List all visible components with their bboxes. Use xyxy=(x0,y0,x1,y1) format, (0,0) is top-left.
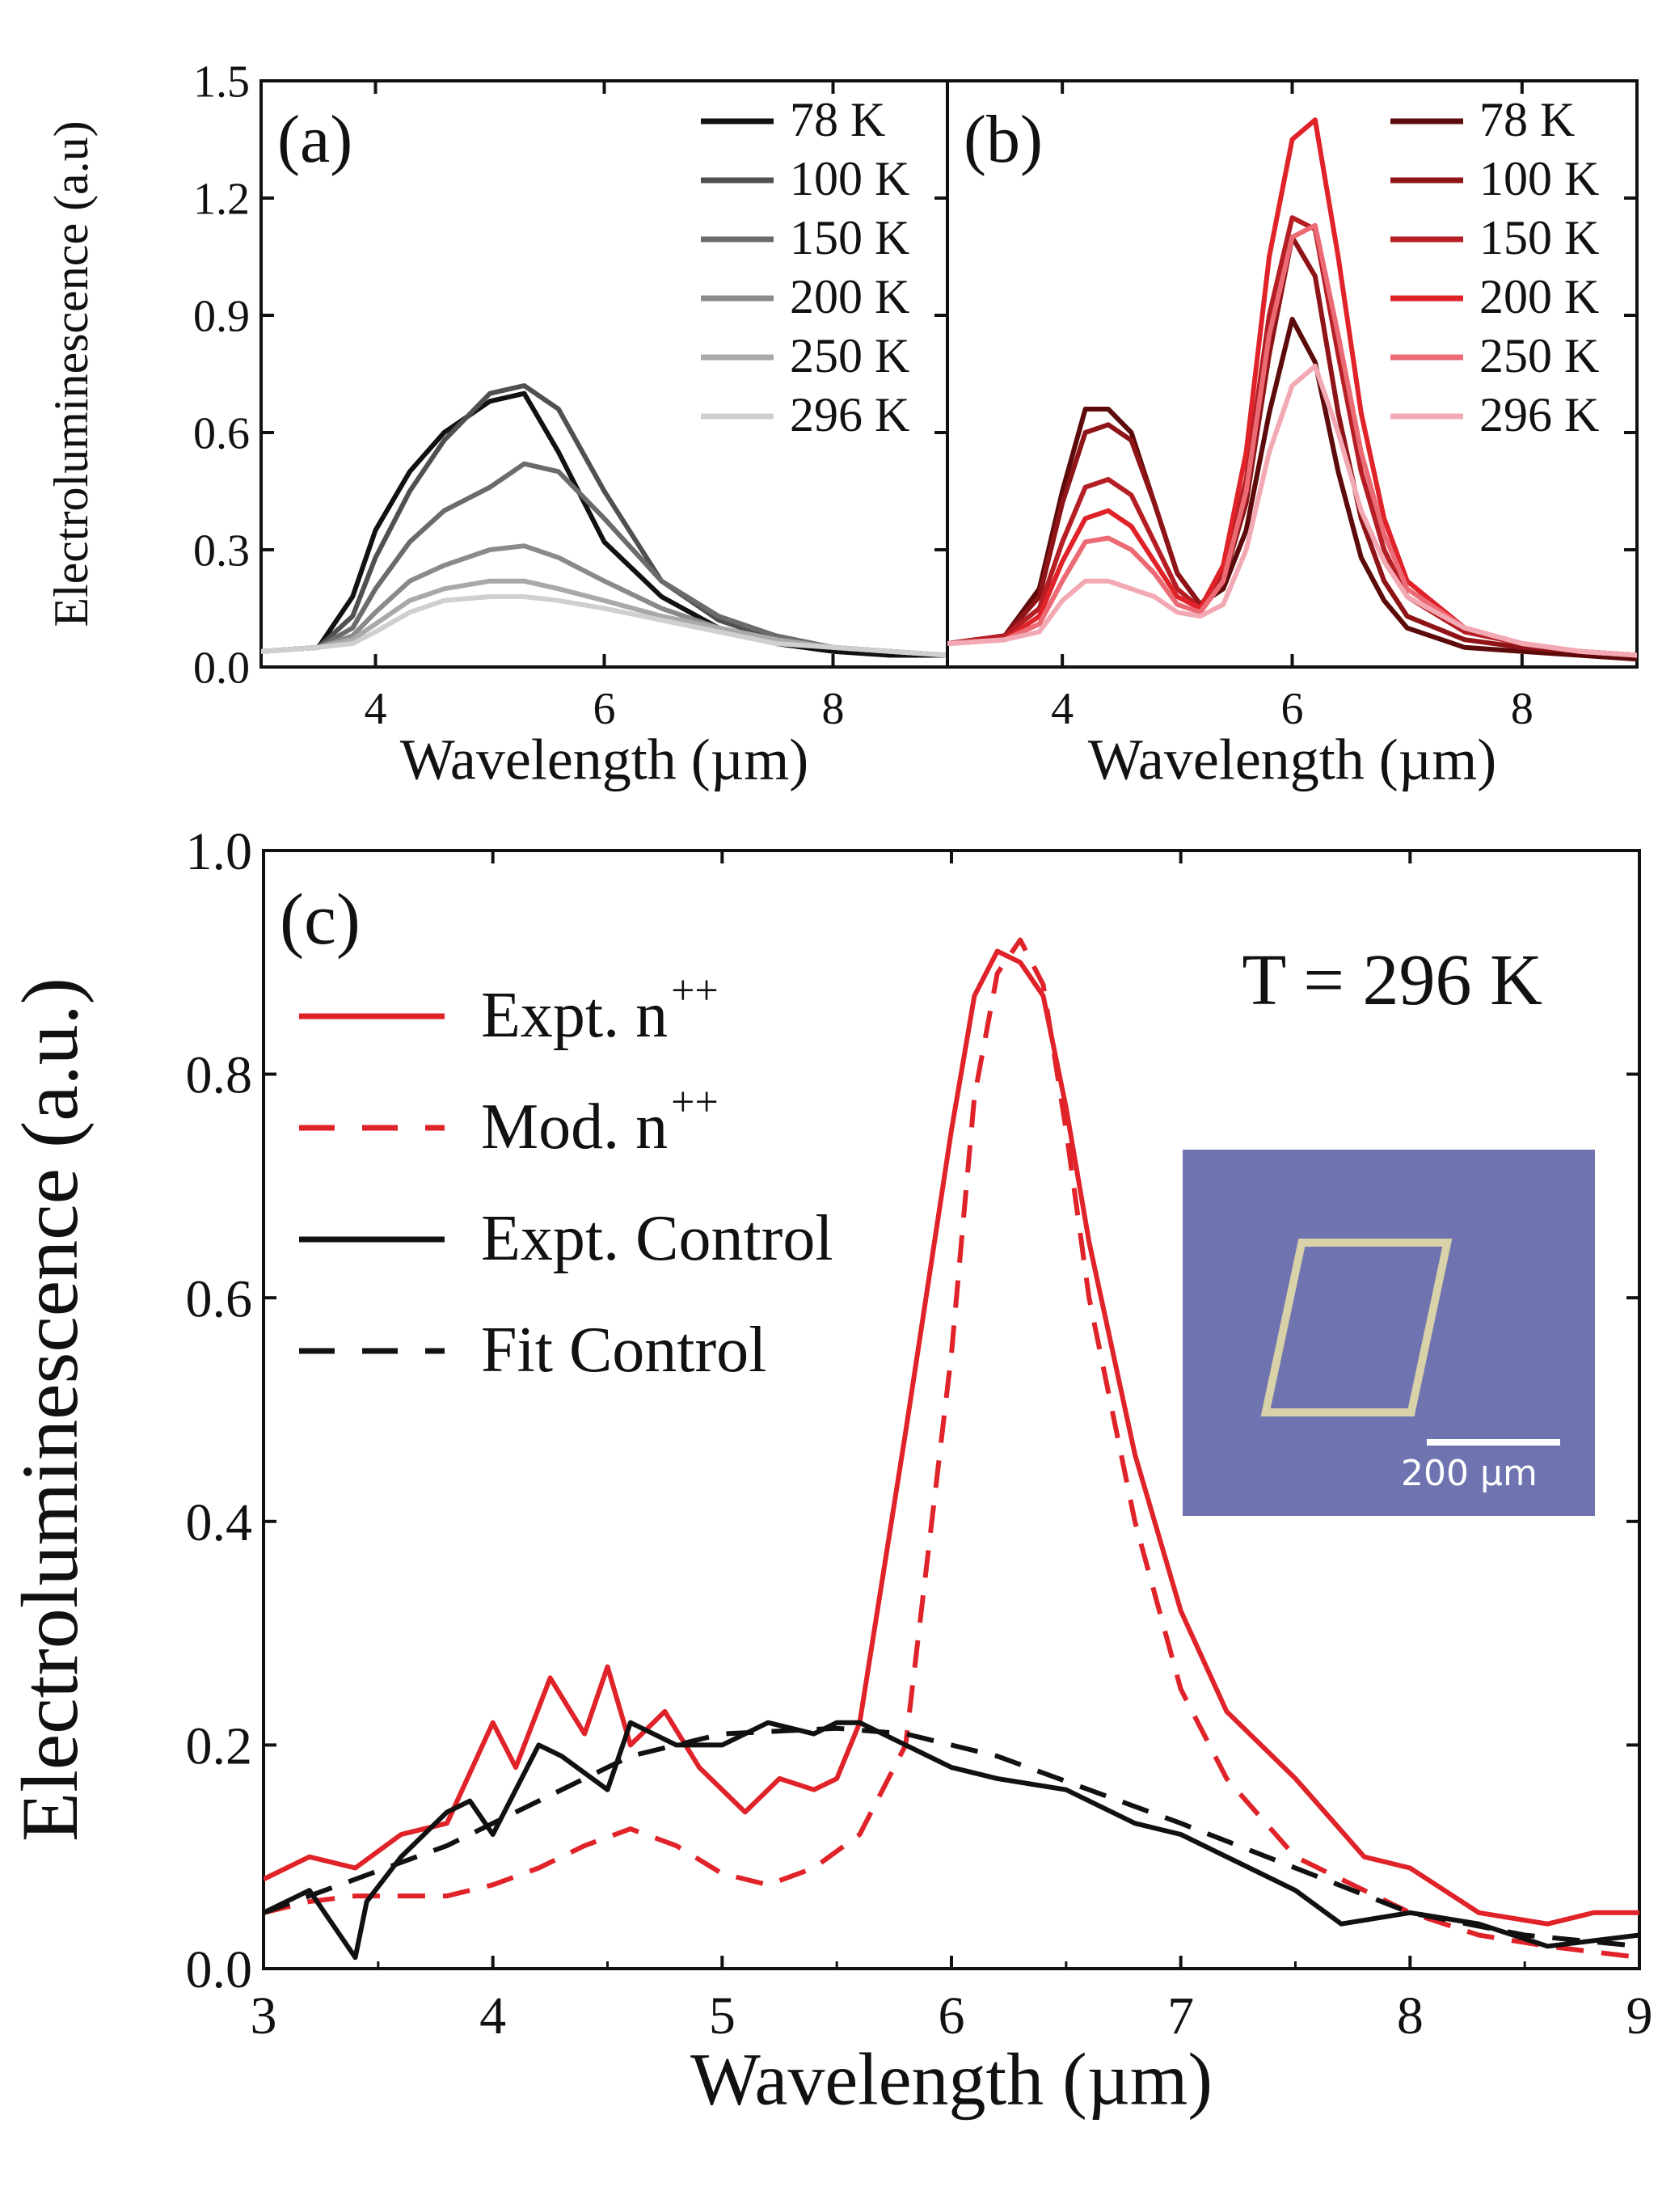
series-line-mod-n xyxy=(264,937,1639,1961)
legend-label: Expt. n xyxy=(481,980,668,1051)
scale-bar xyxy=(1427,1439,1560,1446)
panel-label: (a) xyxy=(277,102,352,177)
series-line-296-k xyxy=(947,363,1637,658)
series-line-200-k xyxy=(947,117,1637,658)
temperature-annotation: T = 296 K xyxy=(1242,940,1542,1020)
series-line-78-k xyxy=(947,316,1637,662)
series-line-100-k xyxy=(947,234,1637,658)
legend-label: 100 K xyxy=(790,152,909,205)
x-axis-label: Wavelength (µm) xyxy=(400,727,809,792)
x-tick-label: 3 xyxy=(251,1986,277,2045)
panel-b: 4 6 8 Wavelength (µm) (b) 78 K 100 K 150 K 200 K… xyxy=(946,79,1639,792)
panel-label: (b) xyxy=(964,102,1043,177)
sem-inset-image: 200 µm xyxy=(1183,1150,1595,1516)
x-tick-label: 8 xyxy=(822,684,845,734)
legend-superscript: ++ xyxy=(671,1079,719,1125)
x-tick-label: 7 xyxy=(1167,1986,1194,2045)
device-pad xyxy=(1260,1239,1453,1416)
legend-superscript: ++ xyxy=(671,968,719,1014)
y-tick-label: 0.0 xyxy=(186,1940,253,1999)
series-line-expt-control xyxy=(264,1720,1639,1961)
y-tick-label: 0.6 xyxy=(193,409,250,459)
y-axis-label: Electroluminescence (a.u) xyxy=(44,120,98,627)
legend-label: 200 K xyxy=(1479,270,1599,323)
legend-label: 150 K xyxy=(790,211,909,264)
y-tick-label: 0.6 xyxy=(186,1269,253,1328)
x-axis-label: Wavelength (µm) xyxy=(690,2037,1213,2120)
panel-c: 3 4 5 6 7 8 9 0.0 0.2 0.4 0.6 0.8 1.0 Wavelength (µm)… xyxy=(5,822,1653,2120)
y-tick-label: 0.9 xyxy=(193,292,250,342)
series-line-fit-control xyxy=(264,1725,1639,1949)
legend-label: 100 K xyxy=(1479,152,1599,205)
series-line-296-k xyxy=(261,594,947,658)
legend-label: 78 K xyxy=(1479,93,1575,146)
x-tick-label: 6 xyxy=(1281,684,1304,734)
x-tick-label: 9 xyxy=(1626,1986,1653,2045)
x-tick-label: 4 xyxy=(365,684,387,734)
legend-label: 150 K xyxy=(1479,211,1599,264)
legend-label: Mod. n xyxy=(481,1091,668,1163)
x-tick-label: 6 xyxy=(939,1986,965,2045)
y-tick-label: 1.5 xyxy=(193,57,250,108)
x-tick-label: 8 xyxy=(1511,684,1533,734)
x-tick-label: 4 xyxy=(479,1986,506,2045)
panel-a: 4 6 8 0.0 0.3 0.6 0.9 1.2 1.5 Wavelength (µm) Elec… xyxy=(44,57,949,792)
y-tick-label: 1.2 xyxy=(193,175,250,225)
legend-label: 78 K xyxy=(790,93,885,146)
x-tick-label: 5 xyxy=(709,1986,736,2045)
y-tick-label: 1.0 xyxy=(186,822,253,881)
x-tick-label: 6 xyxy=(593,684,616,734)
x-tick-label: 8 xyxy=(1397,1986,1424,2045)
y-tick-label: 0.3 xyxy=(193,526,250,576)
x-tick-label: 4 xyxy=(1051,684,1074,734)
y-tick-label: 0.0 xyxy=(193,644,250,694)
legend-label: 200 K xyxy=(790,270,909,323)
legend-label: Expt. Control xyxy=(481,1203,833,1274)
x-axis-label: Wavelength (µm) xyxy=(1088,727,1497,792)
y-axis-label: Electroluminescence (a.u.) xyxy=(5,977,95,1842)
y-tick-label: 0.2 xyxy=(186,1717,253,1776)
legend-label: 250 K xyxy=(790,329,909,382)
y-tick-label: 0.4 xyxy=(186,1493,253,1552)
legend-label: 296 K xyxy=(790,388,909,441)
legend-label: 250 K xyxy=(1479,329,1599,382)
scale-bar-label: 200 µm xyxy=(1401,1453,1538,1494)
y-tick-label: 0.8 xyxy=(186,1046,253,1105)
panel-label: (c) xyxy=(280,880,361,960)
series-line-250-k xyxy=(947,222,1637,658)
legend-label: 296 K xyxy=(1479,388,1599,441)
legend-label: Fit Control xyxy=(481,1315,766,1386)
